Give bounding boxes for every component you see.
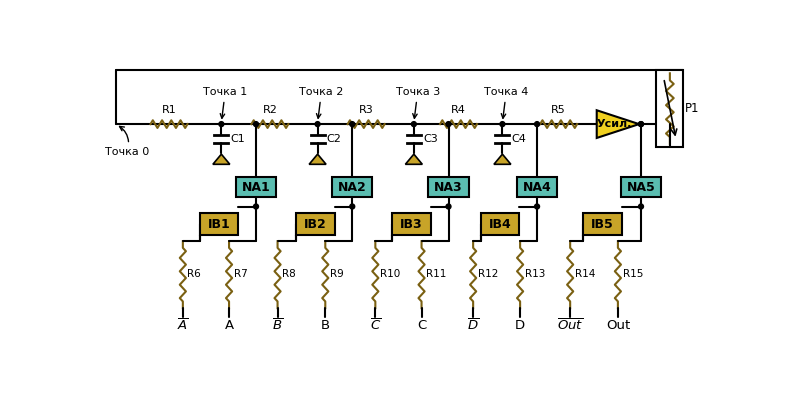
Text: $\overline{C}$: $\overline{C}$ xyxy=(370,318,381,334)
Circle shape xyxy=(500,122,505,126)
FancyBboxPatch shape xyxy=(517,177,557,197)
Text: R5: R5 xyxy=(551,105,566,115)
Text: Точка 2: Точка 2 xyxy=(299,87,344,118)
Text: R13: R13 xyxy=(525,269,545,279)
FancyBboxPatch shape xyxy=(621,177,661,197)
Text: Усил.: Усил. xyxy=(596,119,632,129)
Circle shape xyxy=(534,122,539,126)
Circle shape xyxy=(350,204,354,209)
Text: R2: R2 xyxy=(262,105,278,115)
Text: Точка 1: Точка 1 xyxy=(203,87,247,118)
Text: IB2: IB2 xyxy=(304,218,326,231)
Text: $\overline{D}$: $\overline{D}$ xyxy=(467,318,479,334)
Text: R8: R8 xyxy=(282,269,296,279)
Text: R9: R9 xyxy=(330,269,344,279)
Text: R15: R15 xyxy=(622,269,643,279)
Circle shape xyxy=(446,122,451,126)
FancyBboxPatch shape xyxy=(656,70,683,147)
Text: R14: R14 xyxy=(574,269,595,279)
FancyBboxPatch shape xyxy=(296,213,334,235)
Text: Точка 3: Точка 3 xyxy=(395,87,440,118)
Text: Точка 4: Точка 4 xyxy=(484,87,529,118)
Text: IB3: IB3 xyxy=(400,218,423,231)
Text: C3: C3 xyxy=(423,134,438,144)
Circle shape xyxy=(411,122,416,126)
Polygon shape xyxy=(597,110,639,138)
Circle shape xyxy=(638,122,643,126)
Text: B: B xyxy=(321,319,330,332)
Circle shape xyxy=(350,122,354,126)
Text: NA1: NA1 xyxy=(242,181,270,194)
FancyBboxPatch shape xyxy=(481,213,519,235)
Circle shape xyxy=(638,122,643,126)
Text: C: C xyxy=(417,319,426,332)
FancyBboxPatch shape xyxy=(200,213,238,235)
Text: $\overline{A}$: $\overline{A}$ xyxy=(177,318,189,334)
Text: IB4: IB4 xyxy=(489,218,511,231)
FancyBboxPatch shape xyxy=(583,213,622,235)
Text: R1: R1 xyxy=(162,105,176,115)
FancyBboxPatch shape xyxy=(332,177,372,197)
Circle shape xyxy=(446,204,451,209)
Text: R6: R6 xyxy=(187,269,202,279)
Circle shape xyxy=(315,122,320,126)
Text: C1: C1 xyxy=(230,134,246,144)
Text: IB1: IB1 xyxy=(208,218,230,231)
Text: R4: R4 xyxy=(451,105,466,115)
Text: R11: R11 xyxy=(426,269,446,279)
Polygon shape xyxy=(309,154,326,164)
Polygon shape xyxy=(406,154,422,164)
Text: R12: R12 xyxy=(478,269,498,279)
Circle shape xyxy=(534,204,539,209)
Polygon shape xyxy=(213,154,230,164)
Text: C4: C4 xyxy=(512,134,526,144)
Text: $\overline{Out}$: $\overline{Out}$ xyxy=(557,318,583,334)
Text: R10: R10 xyxy=(380,269,400,279)
Text: NA5: NA5 xyxy=(626,181,655,194)
Text: D: D xyxy=(515,319,525,332)
Text: C2: C2 xyxy=(327,134,342,144)
Circle shape xyxy=(638,204,643,209)
Text: R3: R3 xyxy=(358,105,374,115)
Text: Out: Out xyxy=(606,319,630,332)
Text: P1: P1 xyxy=(685,102,699,115)
FancyBboxPatch shape xyxy=(236,177,276,197)
Polygon shape xyxy=(494,154,511,164)
FancyBboxPatch shape xyxy=(429,177,469,197)
Text: NA4: NA4 xyxy=(522,181,551,194)
Text: A: A xyxy=(225,319,234,332)
Circle shape xyxy=(254,122,258,126)
Text: R7: R7 xyxy=(234,269,247,279)
Text: $\overline{B}$: $\overline{B}$ xyxy=(272,318,283,334)
Text: NA2: NA2 xyxy=(338,181,366,194)
Text: Точка 0: Точка 0 xyxy=(105,126,150,157)
FancyBboxPatch shape xyxy=(392,213,430,235)
Circle shape xyxy=(219,122,224,126)
Text: NA3: NA3 xyxy=(434,181,463,194)
Text: IB5: IB5 xyxy=(591,218,614,231)
Circle shape xyxy=(254,204,258,209)
